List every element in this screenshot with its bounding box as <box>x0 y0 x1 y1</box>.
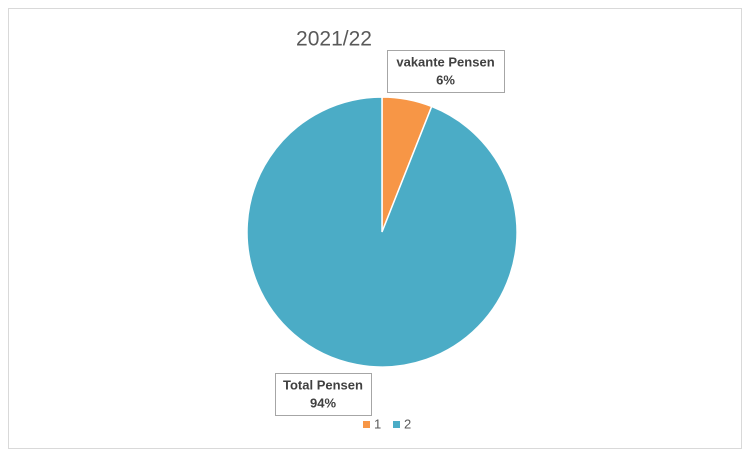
data-label-value: 6% <box>436 72 455 87</box>
data-label-name: Total Pensen <box>283 377 363 392</box>
data-label-value: 94% <box>310 395 336 410</box>
chart-title: 2021/22 <box>296 28 372 51</box>
pie-slice <box>246 96 518 368</box>
legend-label: 2 <box>404 416 411 431</box>
data-label-name: vakante Pensen <box>396 54 494 69</box>
data-label-box <box>275 373 372 416</box>
legend-swatch <box>363 421 370 428</box>
legend-swatch <box>393 421 400 428</box>
legend-label: 1 <box>374 416 381 431</box>
data-label-box <box>387 50 505 93</box>
